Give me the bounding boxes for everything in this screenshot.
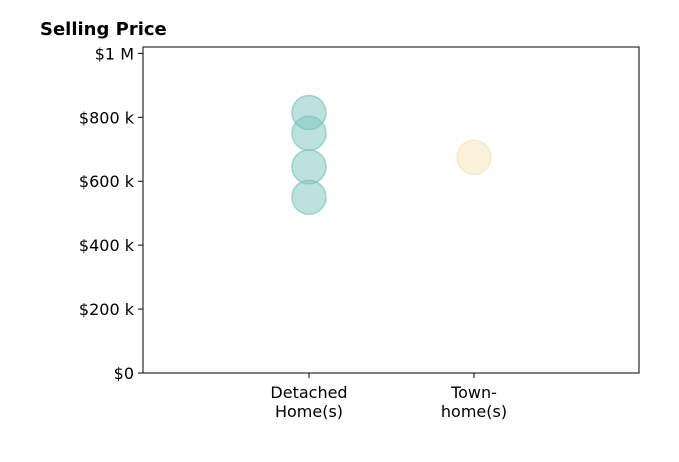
- y-tick-label: $600 k: [79, 172, 135, 191]
- y-tick-label: $800 k: [79, 108, 135, 127]
- plot-frame: [142, 46, 640, 374]
- y-tick-label: $1 M: [95, 44, 134, 63]
- data-point: [291, 115, 327, 152]
- x-tick-label: Detached Home(s): [270, 383, 347, 421]
- x-tick-label: Town-home(s): [441, 383, 507, 421]
- data-point: [456, 139, 492, 176]
- data-point: [291, 149, 327, 185]
- chart-title: Selling Price: [40, 19, 167, 40]
- data-point: [291, 179, 327, 215]
- y-tick-label: $400 k: [79, 236, 135, 255]
- plot-area: $0 $200 k $400 k $600 k $800 k $1 M Detached Ho…: [79, 44, 640, 421]
- y-tick-label: $200 k: [79, 300, 135, 319]
- y-tick-label: $0: [114, 364, 134, 383]
